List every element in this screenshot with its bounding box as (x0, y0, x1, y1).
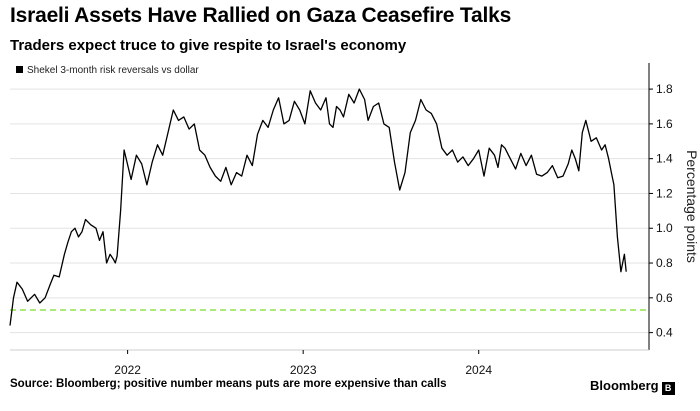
y-tick-label: 1.8 (656, 82, 673, 96)
y-tick-label: 1.0 (656, 221, 673, 235)
legend-label: Shekel 3-month risk reversals vs dollar (27, 65, 199, 76)
y-tick-label: 1.4 (656, 152, 673, 166)
logo-text: Bloomberg (590, 378, 659, 393)
y-tick-label: 1.2 (656, 186, 673, 200)
bloomberg-logo: Bloomberg B (590, 378, 675, 395)
y-axis-label: Percentage points (684, 150, 700, 263)
y-tick-label: 1.6 (656, 117, 673, 131)
x-tick-label: 2023 (290, 363, 317, 375)
y-tick-label: 0.4 (656, 326, 673, 340)
x-axis: 2022 2023 2024 (114, 350, 492, 375)
gridlines (10, 88, 649, 334)
y-tick-label: 0.6 (656, 291, 673, 305)
x-tick-label: 2024 (465, 363, 492, 375)
y-axis: 0.4 0.6 0.8 1.0 1.2 1.4 1.6 1.8 (649, 82, 673, 340)
x-tick-label: 2022 (114, 363, 141, 375)
series-line (9, 88, 627, 326)
source-note: Source: Bloomberg; positive number means… (10, 378, 447, 390)
logo-mark: B (661, 382, 675, 395)
chart-subtitle: Traders expect truce to give respite to … (10, 37, 407, 54)
legend-swatch (16, 66, 23, 73)
line-chart: 0.4 0.6 0.8 1.0 1.2 1.4 1.6 1.8 2022 2023 2024 Pe… (9, 63, 700, 375)
legend: Shekel 3-month risk reversals vs dollar (16, 65, 199, 76)
y-tick-label: 0.8 (656, 256, 673, 270)
chart-title: Israeli Assets Have Rallied on Gaza Ceas… (10, 4, 512, 27)
